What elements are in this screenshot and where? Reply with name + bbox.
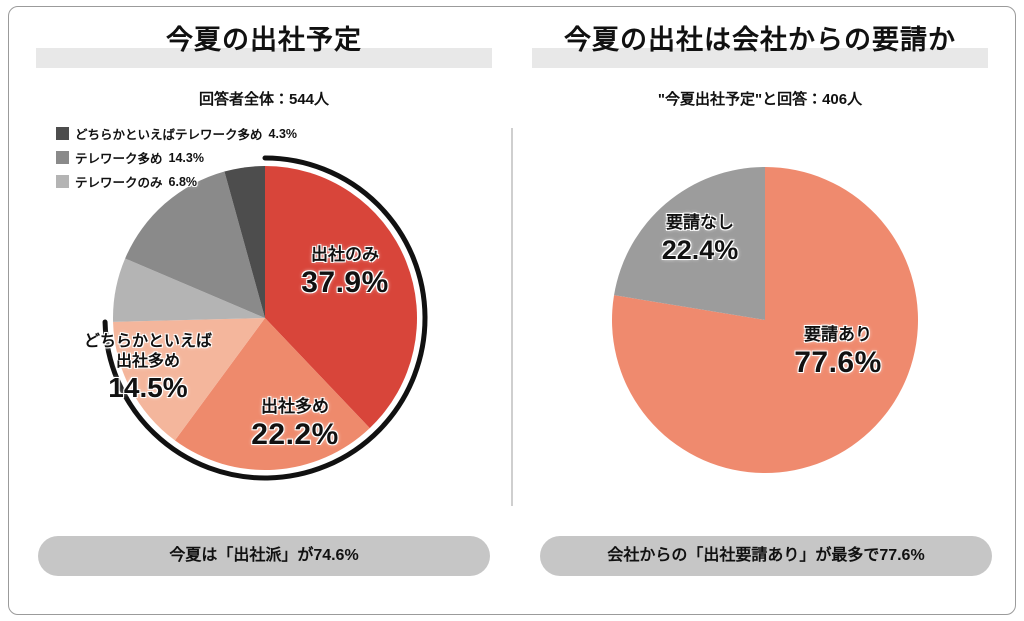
slice-percent: 37.9%	[301, 266, 389, 299]
left-pie-chart	[102, 155, 428, 481]
right-chart-subtitle: "今夏出社予定"と回答：406人	[657, 91, 863, 108]
legend-swatch	[56, 127, 69, 140]
right-title-wrap: 今夏の出社は会社からの要請か	[514, 12, 1006, 76]
slice-label-yousei-ari: 要請あり 77.6%	[763, 324, 913, 380]
left-title-wrap: 今夏の出社予定	[18, 12, 510, 76]
slice-name: 要請あり	[804, 325, 872, 344]
legend-label: どちらかといえばテレワーク多め	[75, 128, 263, 142]
legend-item: どちらかといえばテレワーク多め 4.3%	[56, 124, 297, 143]
slice-percent: 77.6%	[794, 346, 882, 379]
slice-name: 要請なし	[666, 213, 734, 232]
legend-item: テレワーク多め 14.3%	[56, 148, 297, 167]
legend-label: テレワークのみ	[75, 176, 163, 190]
left-chart-legend: どちらかといえばテレワーク多め 4.3% テレワーク多め 14.3% テレワーク…	[56, 124, 297, 196]
slice-label-shusha-nomi: 出社のみ 37.9%	[275, 244, 415, 300]
left-chart-section: 今夏の出社予定 回答者全体：544人 どちらかといえばテレワーク多め 4.3% …	[18, 12, 510, 609]
slice-percent: 22.2%	[251, 418, 339, 451]
column-divider	[511, 128, 513, 506]
legend-item: テレワークのみ 6.8%	[56, 172, 297, 191]
legend-swatch	[56, 175, 69, 188]
right-title-highlight-bar	[532, 48, 988, 68]
left-summary-pill: 今夏は「出社派」が74.6%	[38, 536, 490, 576]
right-chart-section: 今夏の出社は会社からの要請か "今夏出社予定"と回答：406人 要請なし 22.…	[514, 12, 1006, 609]
slice-name-line2: 出社多め	[115, 353, 180, 370]
right-chart-title: 今夏の出社は会社からの要請か	[564, 25, 956, 55]
left-title-highlight-bar	[36, 48, 492, 68]
slice-name: 出社多め	[261, 397, 329, 416]
slice-name: 出社のみ	[311, 245, 379, 264]
left-chart-title: 今夏の出社予定	[166, 25, 362, 55]
slice-percent: 14.5%	[108, 372, 188, 403]
legend-value: 4.3%	[268, 126, 298, 141]
slice-label-yousei-nashi: 要請なし 22.4%	[630, 212, 770, 266]
right-pie-chart	[612, 167, 919, 474]
slice-percent: 22.4%	[661, 235, 739, 265]
slice-label-shusha-ome: 出社多め 22.2%	[225, 396, 365, 452]
right-summary-pill: 会社からの「出社要請あり」が最多で77.6%	[540, 536, 992, 576]
legend-value: 14.3%	[168, 150, 204, 165]
legend-label: テレワーク多め	[75, 152, 163, 166]
slice-name-line1: どちらかといえば	[83, 333, 212, 350]
legend-value: 6.8%	[168, 174, 198, 189]
legend-swatch	[56, 151, 69, 164]
slice-label-dochira-shusha-ome: どちらかといえば 出社多め 14.5%	[70, 332, 226, 404]
left-chart-subtitle: 回答者全体：544人	[198, 91, 330, 108]
